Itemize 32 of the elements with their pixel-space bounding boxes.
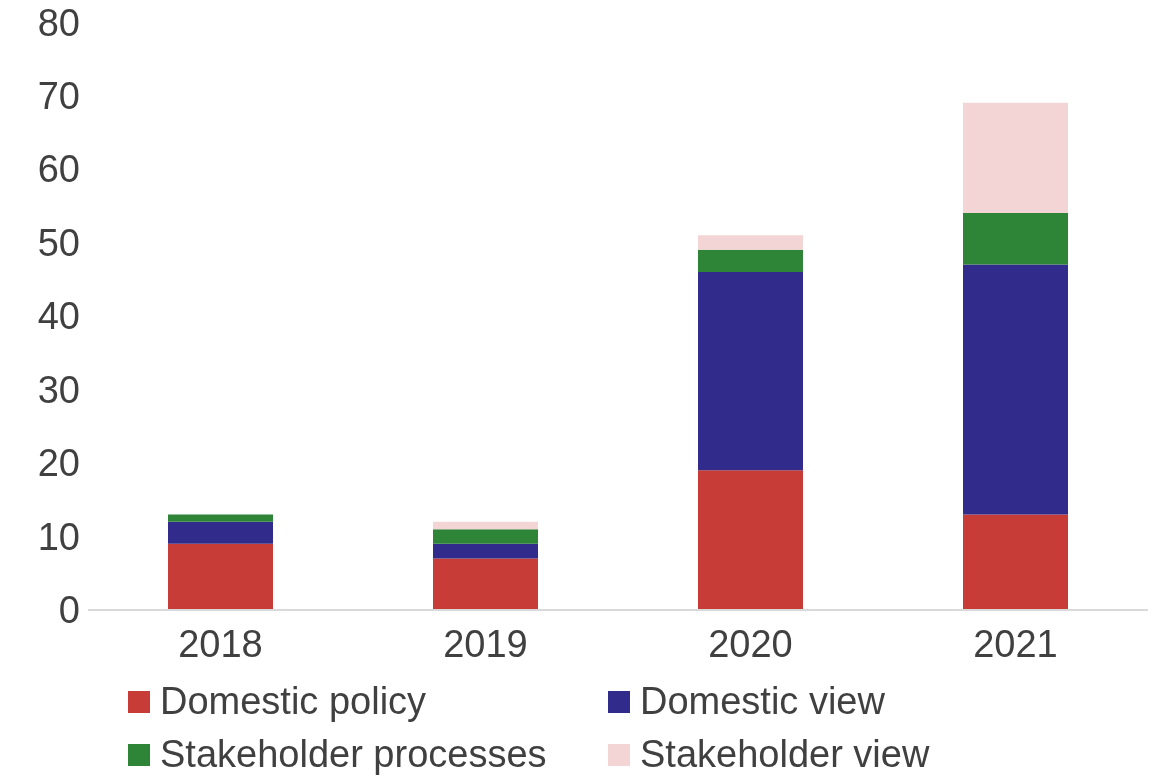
y-tick-label: 50 [37, 221, 80, 264]
x-tick-label: 2018 [178, 622, 263, 665]
y-tick-label: 0 [58, 589, 80, 632]
y-tick-label: 30 [37, 368, 80, 411]
bar [698, 271, 803, 471]
bar [963, 264, 1068, 515]
bar [698, 235, 803, 250]
bar [168, 521, 273, 544]
bar [698, 249, 803, 272]
bar [168, 514, 273, 522]
bar [433, 521, 538, 530]
bar [698, 470, 803, 610]
x-tick-label: 2019 [443, 622, 528, 665]
y-tick-label: 40 [37, 295, 80, 338]
legend-label: Domestic policy [160, 680, 427, 723]
legend-label: Stakeholder processes [160, 733, 547, 776]
y-tick-label: 20 [37, 442, 80, 485]
bar [963, 213, 1068, 265]
x-tick-label: 2021 [973, 622, 1058, 665]
legend-label: Domestic view [640, 680, 885, 723]
bar [433, 543, 538, 559]
bar [433, 558, 538, 610]
y-tick-label: 60 [37, 148, 80, 191]
bar [433, 529, 538, 544]
x-tick-label: 2020 [708, 622, 793, 665]
y-tick-label: 70 [37, 74, 80, 117]
y-tick-label: 80 [37, 1, 80, 44]
bar [963, 102, 1068, 214]
legend-label: Stakeholder view [640, 733, 930, 776]
bar [168, 543, 273, 610]
y-tick-label: 10 [37, 515, 80, 558]
bar [963, 514, 1068, 610]
